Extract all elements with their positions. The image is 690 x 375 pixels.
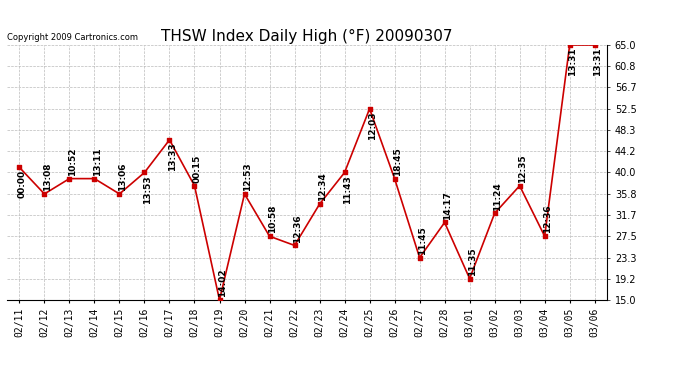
Point (89, 176, 100, 181)
Text: 12:36: 12:36 (543, 205, 552, 234)
Point (139, 170, 150, 176)
Text: 13:06: 13:06 (118, 163, 127, 191)
Text: 11:45: 11:45 (418, 226, 427, 255)
Point (464, 276, 475, 282)
Point (489, 210, 500, 216)
Point (539, 233, 550, 239)
Text: 12:53: 12:53 (243, 162, 252, 191)
Text: 11:35: 11:35 (468, 247, 477, 276)
Point (564, 42, 575, 48)
Text: 13:53: 13:53 (143, 175, 152, 204)
Text: 12:36: 12:36 (293, 214, 302, 243)
Text: 00:00: 00:00 (18, 170, 27, 198)
Text: 14:02: 14:02 (218, 268, 227, 297)
Text: 11:43: 11:43 (343, 175, 352, 204)
Point (239, 191, 250, 197)
Text: 00:15: 00:15 (193, 154, 201, 183)
Title: THSW Index Daily High (°F) 20090307: THSW Index Daily High (°F) 20090307 (161, 29, 453, 44)
Point (314, 201, 325, 207)
Point (439, 219, 450, 225)
Text: 12:34: 12:34 (318, 172, 327, 201)
Text: 13:33: 13:33 (168, 142, 177, 171)
Point (14, 164, 25, 170)
Text: 12:35: 12:35 (518, 154, 527, 183)
Text: 18:45: 18:45 (393, 147, 402, 176)
Text: 13:31: 13:31 (593, 48, 602, 76)
Point (514, 183, 525, 189)
Point (64, 176, 75, 181)
Text: 10:52: 10:52 (68, 147, 77, 176)
Point (164, 137, 175, 143)
Text: 13:08: 13:08 (43, 163, 52, 191)
Text: 14:17: 14:17 (443, 191, 452, 220)
Text: 10:58: 10:58 (268, 205, 277, 234)
Point (339, 170, 350, 176)
Text: 13:31: 13:31 (568, 48, 577, 76)
Point (589, 42, 600, 48)
Text: 11:24: 11:24 (493, 182, 502, 210)
Point (364, 106, 375, 112)
Point (189, 183, 200, 189)
Point (389, 176, 400, 181)
Text: Copyright 2009 Cartronics.com: Copyright 2009 Cartronics.com (7, 33, 138, 42)
Point (39, 191, 50, 197)
Text: 13:11: 13:11 (92, 147, 101, 176)
Point (289, 242, 300, 248)
Point (414, 255, 425, 261)
Point (264, 233, 275, 239)
Point (214, 297, 225, 303)
Text: 12:03: 12:03 (368, 111, 377, 140)
Point (114, 191, 125, 197)
